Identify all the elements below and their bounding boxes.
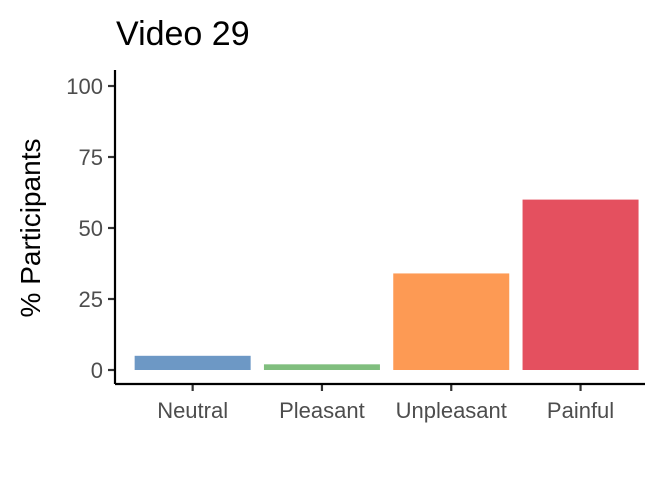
y-tick-label: 50 — [79, 216, 103, 241]
chart-title: Video 29 — [116, 15, 250, 53]
y-tick-label: 0 — [91, 358, 103, 383]
x-tick-label-pleasant: Pleasant — [279, 398, 365, 423]
x-tick-label-neutral: Neutral — [157, 398, 228, 423]
y-tick-label: 75 — [79, 145, 103, 170]
x-tick-label-unpleasant: Unpleasant — [396, 398, 507, 423]
y-axis-ticks: 0 25 50 75 100 — [66, 74, 115, 383]
y-axis-title: % Participants — [15, 139, 46, 318]
bar-neutral — [134, 355, 251, 370]
bar-unpleasant — [393, 273, 510, 370]
y-tick-label: 25 — [79, 287, 103, 312]
y-tick-label: 100 — [66, 74, 103, 99]
bars-group — [134, 199, 639, 370]
bar-pleasant — [263, 364, 380, 370]
x-axis-ticks: Neutral Pleasant Unpleasant Painful — [157, 384, 614, 423]
bar-painful — [522, 199, 639, 370]
x-tick-label-painful: Painful — [547, 398, 614, 423]
